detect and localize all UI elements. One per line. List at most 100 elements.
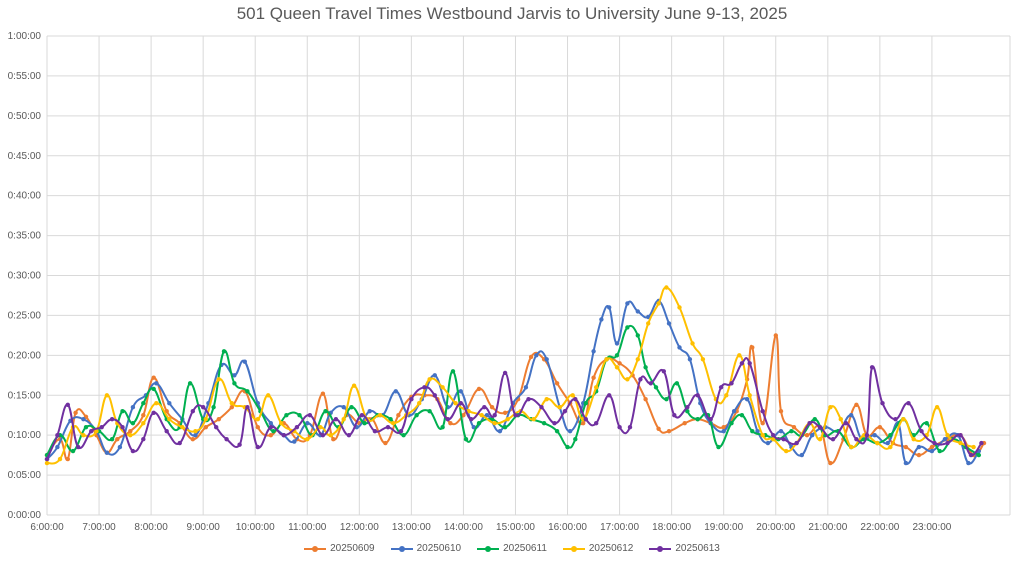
data-point — [573, 397, 578, 402]
data-point — [648, 381, 653, 386]
data-point — [83, 425, 89, 430]
data-point — [531, 417, 536, 422]
data-point — [690, 341, 695, 346]
data-point — [414, 413, 419, 418]
data-point — [583, 401, 588, 406]
series-20250613 — [44, 357, 984, 462]
x-tick-label: 16:00:00 — [548, 522, 587, 533]
data-point — [708, 417, 713, 422]
legend-label: 20250611 — [503, 543, 547, 554]
data-point — [476, 421, 482, 426]
data-point — [151, 386, 156, 392]
data-point — [305, 421, 310, 426]
data-point — [643, 397, 648, 402]
data-point — [448, 421, 453, 426]
data-point — [482, 405, 487, 410]
y-tick-label: 0:45:00 — [8, 151, 42, 162]
gridlines — [46, 35, 1011, 516]
data-point — [828, 405, 833, 410]
data-point — [617, 425, 622, 430]
data-point — [216, 417, 221, 422]
data-point — [958, 433, 963, 438]
data-point — [232, 373, 237, 378]
data-point — [484, 413, 490, 418]
data-point — [432, 393, 437, 398]
data-point — [554, 381, 560, 386]
legend-item: 20250611 — [477, 543, 547, 554]
data-point — [718, 385, 724, 390]
data-point — [614, 341, 620, 346]
chart-legend: 20250609 20250610 20250611 20250612 20250613 — [0, 543, 1024, 554]
data-point — [44, 460, 50, 466]
data-point — [945, 440, 950, 446]
data-point — [528, 354, 534, 360]
series-20250611 — [44, 324, 981, 458]
y-tick-label: 0:10:00 — [8, 430, 42, 441]
data-point — [541, 421, 547, 426]
data-point — [591, 375, 596, 380]
data-point — [229, 401, 234, 406]
data-point — [130, 421, 136, 426]
data-point — [237, 442, 242, 447]
data-point — [817, 437, 823, 442]
data-point — [901, 417, 906, 422]
data-point — [687, 357, 693, 362]
data-point — [497, 429, 503, 434]
data-point — [778, 409, 784, 414]
data-point — [817, 425, 823, 430]
x-tick-label: 6:00:00 — [30, 522, 64, 533]
data-point — [747, 361, 752, 366]
data-point — [729, 421, 734, 426]
legend-swatch — [304, 544, 327, 554]
data-point — [320, 433, 326, 438]
legend-item: 20250612 — [562, 543, 633, 554]
data-point — [242, 359, 247, 364]
x-tick-label: 14:00:00 — [444, 522, 483, 533]
data-point — [214, 425, 219, 430]
legend-label: 20250609 — [330, 543, 375, 554]
data-point — [154, 401, 159, 406]
y-tick-label: 0:20:00 — [8, 350, 42, 361]
data-point — [893, 417, 898, 422]
data-point — [765, 440, 771, 446]
data-point — [164, 429, 169, 434]
data-point — [224, 437, 229, 442]
data-point — [65, 456, 71, 462]
data-point — [721, 425, 726, 430]
data-point — [784, 448, 789, 454]
data-point — [453, 401, 458, 406]
data-point — [570, 393, 575, 398]
y-tick-label: 0:55:00 — [8, 71, 42, 82]
data-point — [427, 409, 432, 414]
y-tick-label: 0:50:00 — [8, 111, 42, 122]
data-point — [604, 357, 609, 362]
y-tick-label: 0:05:00 — [8, 470, 42, 481]
data-point — [945, 433, 950, 438]
data-point — [271, 429, 276, 434]
data-point — [526, 397, 531, 402]
data-point — [151, 410, 156, 415]
y-tick-label: 1:00:00 — [8, 31, 42, 42]
data-point — [128, 429, 133, 434]
data-point — [458, 401, 463, 406]
x-tick-label: 22:00:00 — [860, 522, 899, 533]
x-tick-label: 15:00:00 — [496, 522, 535, 533]
data-point — [331, 437, 336, 442]
series-line — [46, 300, 980, 465]
data-point — [292, 439, 297, 444]
data-point — [76, 444, 81, 450]
data-point — [544, 357, 549, 362]
data-point — [869, 365, 875, 370]
data-point — [255, 425, 260, 430]
data-point — [539, 405, 544, 410]
data-point — [502, 370, 508, 376]
data-point — [979, 440, 984, 446]
data-point — [255, 444, 260, 450]
x-tick-label: 19:00:00 — [704, 522, 743, 533]
x-tick-label: 13:00:00 — [392, 522, 431, 533]
data-point — [976, 452, 981, 458]
data-point — [109, 417, 115, 422]
data-point — [674, 381, 680, 386]
data-point — [245, 405, 250, 410]
data-point — [750, 345, 755, 350]
